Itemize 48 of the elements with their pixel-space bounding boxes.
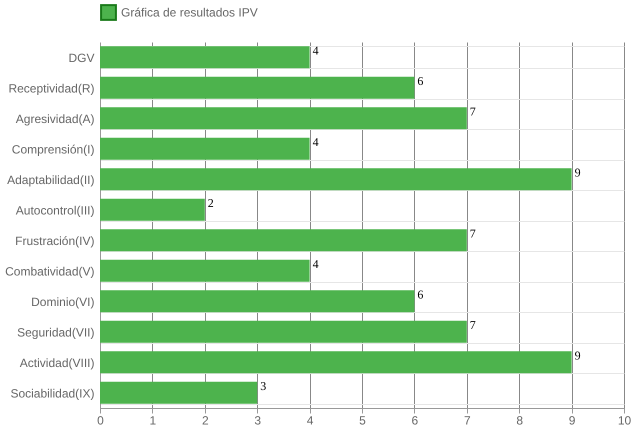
x-tick-label: 1	[150, 414, 157, 427]
data-label: 9	[574, 348, 581, 362]
data-label: 2	[208, 196, 214, 210]
y-tick-label: Frustración(IV)	[15, 234, 94, 248]
y-tick-label: Seguridad(VII)	[17, 325, 94, 340]
y-tick-label: Receptividad(R)	[8, 81, 94, 96]
y-tick-label: Autocontrol(III)	[16, 203, 94, 218]
y-tick-label: Agresividad(A)	[16, 112, 94, 126]
x-tick-label: 5	[359, 414, 366, 427]
x-tick-label: 4	[306, 414, 314, 427]
bar	[100, 138, 310, 160]
x-tick-label: 2	[202, 414, 209, 427]
x-tick-label: 3	[254, 414, 262, 427]
data-label: 6	[417, 287, 424, 302]
data-label: 7	[470, 226, 476, 240]
x-tick-label: 10	[618, 414, 632, 427]
data-label: 6	[417, 74, 424, 88]
x-tick-label: 9	[568, 414, 576, 427]
y-tick-label: Sociabilidad(IX)	[10, 386, 94, 400]
y-tick-label: Combatividad(V)	[5, 264, 94, 278]
y-tick-label: Actividad(VIII)	[20, 356, 94, 370]
bar	[100, 351, 572, 374]
legend-label: Gráfica de resultados IPV	[121, 6, 258, 20]
x-tick-label: 0	[97, 414, 104, 427]
y-tick-label: Dominio(VI)	[31, 294, 94, 309]
data-label: 9	[574, 165, 581, 180]
data-label: 7	[470, 104, 476, 118]
y-tick-label: Adaptabilidad(II)	[7, 172, 94, 187]
bar	[100, 260, 310, 282]
y-tick-label: Comprensión(I)	[12, 142, 94, 156]
bar	[100, 382, 258, 404]
x-tick-label: 8	[516, 414, 524, 427]
data-label: 4	[312, 134, 319, 149]
x-tick-label: 7	[464, 414, 471, 427]
data-label: 7	[470, 318, 476, 332]
y-tick-label: DGV	[68, 50, 94, 65]
bar	[100, 76, 414, 99]
bar	[100, 198, 205, 221]
data-label: 4	[312, 256, 319, 271]
bar	[100, 229, 467, 252]
bar	[100, 168, 572, 190]
x-tick-label: 6	[412, 414, 419, 427]
bar	[100, 320, 467, 343]
bar	[100, 46, 310, 68]
data-label: 4	[312, 43, 319, 58]
bar	[100, 107, 467, 130]
data-label: 3	[260, 378, 266, 393]
bar	[100, 290, 414, 312]
